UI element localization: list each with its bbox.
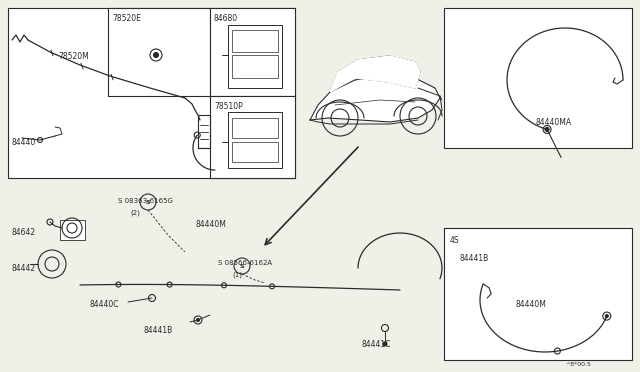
Text: S 08566-6162A: S 08566-6162A [218,260,272,266]
Bar [232,55,278,78]
Bar [444,228,632,360]
Text: 84442: 84442 [12,264,36,273]
Bar [60,220,85,240]
Bar [210,8,295,96]
Polygon shape [310,75,440,122]
Polygon shape [330,56,420,92]
Text: 78520E: 78520E [112,14,141,23]
Bar [228,112,282,168]
Text: 84642: 84642 [12,228,36,237]
Text: 84440C: 84440C [90,300,120,309]
Text: 4S: 4S [450,236,460,245]
Text: S 08363-6165G: S 08363-6165G [118,198,173,204]
Bar [8,8,295,178]
Text: (2): (2) [130,210,140,217]
Text: (1): (1) [232,272,242,279]
Circle shape [383,342,387,346]
Circle shape [154,52,159,58]
Text: 84441B: 84441B [460,254,489,263]
Text: S: S [146,199,150,205]
Bar [228,25,282,88]
Text: 84440: 84440 [12,138,36,147]
Circle shape [545,128,549,131]
Text: S: S [240,263,244,269]
Bar [444,8,632,148]
Text: 84440M: 84440M [195,220,226,229]
Text: 84441B: 84441B [144,326,173,335]
Bar [210,96,295,178]
Text: 84680: 84680 [214,14,238,23]
Text: 84441C: 84441C [362,340,392,349]
Text: ^8*00.5: ^8*00.5 [565,362,591,367]
Bar [232,30,278,52]
Text: 84440MA: 84440MA [535,118,571,127]
Text: 78520M: 78520M [58,52,89,61]
Bar [108,8,210,96]
Text: 78510P: 78510P [214,102,243,111]
Circle shape [605,315,608,318]
Bar [232,118,278,138]
Bar [232,142,278,162]
Circle shape [196,318,200,321]
Text: 84440M: 84440M [515,300,546,309]
